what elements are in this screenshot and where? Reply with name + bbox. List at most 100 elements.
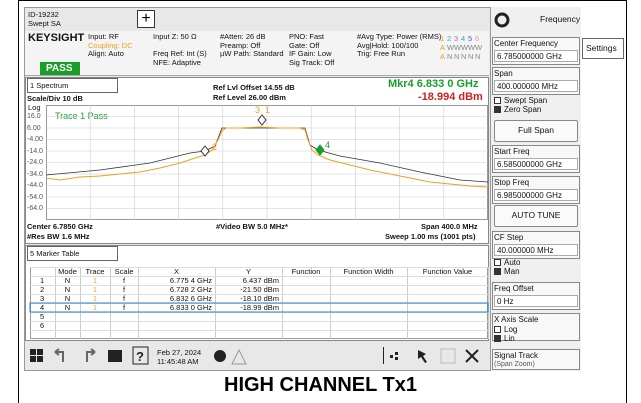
y-label: -24.0 [27,159,43,166]
cell: 1 [92,303,98,312]
field-value: 6.785000000 GHz [497,51,562,61]
caption: HIGH CHANNEL Tx1 [224,374,417,396]
time: 11:45:48 AM [157,357,199,366]
cell: 6.833 0 GHz [169,303,212,312]
row-number: 1 [40,276,45,285]
radio-label: Zero Span [504,105,542,114]
cell: 6.775 4 GHz [169,276,212,285]
row-divider [30,276,488,277]
row-number: 2 [40,285,45,294]
radio-label: Lin [504,334,515,343]
trace-indicator: 4 [461,34,466,43]
trace-indicator: 3 [454,34,459,43]
trace-indicator: W [475,43,483,52]
button-label: Full Span [518,125,554,135]
ref-offset: Ref Lvl Offset 14.55 dB [213,83,295,92]
marker-label: 2 [212,142,218,152]
setting: Freq Ref: Int (S) [153,49,207,58]
center-freq: Center 6.7850 GHz [27,222,93,231]
value-box [494,80,578,92]
trace-indicator: W [468,43,476,52]
column-header: X [173,267,179,276]
setting: PNO: Fast [289,32,325,41]
trace-indicator: A [440,52,446,61]
row-divider [30,330,488,331]
y-label: -14.0 [27,147,43,155]
setting: Input Z: 50 Ω [153,32,197,41]
span: Span 400.0 MHz [421,222,478,231]
button-label: AUTO TUNE [511,210,561,220]
column-header: Function [291,267,321,276]
table-selector[interactable] [27,246,118,261]
field-label: Stop Freq [494,178,530,187]
radio [494,106,501,113]
setting: IF Gain: Low [289,49,332,58]
add-button[interactable]: + [137,10,155,28]
cell: 1 [92,276,98,285]
value-box [494,189,578,201]
y-label: -44.0 [27,182,43,189]
scale: Scale/Div 10 dB [27,94,83,103]
trace-indicator: N [468,52,474,61]
grid [46,105,488,220]
status: PASS [46,63,73,74]
field-label: Freq Offset [494,284,534,293]
field-label: Center Frequency [494,39,559,48]
trace-max [45,127,489,183]
cell: f [122,276,126,285]
row-divider [30,294,488,295]
value-box [494,295,578,307]
cell: 6.437 dBm [242,276,279,285]
marker-label: 3 [255,105,261,115]
field-value: 40.000000 MHz [497,245,554,255]
sweep: Sweep 1.00 ms (1001 pts) [385,232,476,241]
row-number: 3 [40,294,45,303]
y-label: 6.00 [27,124,41,132]
toolbar-icons: ? [30,12,510,365]
y-label: -34.0 [27,170,43,178]
radio-label: Log [504,325,518,334]
column-header: Scale [114,267,134,276]
radio-label: Auto [504,258,521,267]
value-box [494,244,578,256]
trace-indicator: W [461,43,469,52]
trace-indicator: N [461,52,467,61]
y-label: -4.00 [27,136,43,143]
row-divider [30,267,488,268]
column-header: Trace [85,267,105,276]
mode-name: Swept SA [28,19,61,28]
trace-indicator: 1 [440,34,445,43]
ref-level: Ref Level 26.00 dBm [213,93,286,102]
marker-label: 1 [265,105,271,115]
setting: Coupling: DC [88,40,133,50]
row-number: 4 [40,303,45,312]
cell: f [122,303,126,312]
y-label: -64.0 [27,205,43,212]
row-divider [30,321,488,322]
field-value: 6.985000000 GHz [497,190,562,200]
trace-indicator: 5 [468,34,473,43]
settings-tab-label: Settings [586,43,617,53]
radio [494,259,501,266]
date: Feb 27, 2024 [157,348,202,357]
trace-1 [45,126,489,188]
field-label: Start Freq [494,147,530,156]
column-header: Function Value [422,267,473,276]
field-label: CF Step [494,233,524,242]
setting: Align: Auto [88,49,124,58]
setting: Input: RF [88,32,119,41]
scale-type: Log [28,103,41,112]
marker-value: -18.994 dBm [418,91,483,103]
cell: f [122,285,126,294]
field-sub: (Span Zoom) [494,361,535,368]
menu-name: Frequency [540,14,581,24]
marker-2 [200,145,210,157]
settings-tab[interactable] [582,38,624,59]
window-selector[interactable] [27,78,118,93]
radio [494,326,501,333]
field-label: X Axis Scale [494,315,539,324]
setting: Sig Track: Off [289,57,335,67]
radio-label: Swept Span [504,96,548,105]
